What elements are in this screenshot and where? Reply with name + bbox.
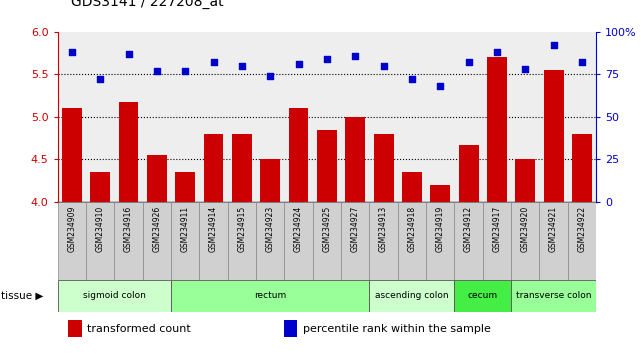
Text: transverse colon: transverse colon — [516, 291, 592, 300]
Bar — [313, 202, 341, 280]
Point — [237, 63, 247, 69]
Text: GSM234917: GSM234917 — [492, 206, 501, 252]
Point — [208, 59, 219, 65]
Bar — [426, 202, 454, 280]
Bar — [369, 280, 454, 312]
Text: GSM234924: GSM234924 — [294, 206, 303, 252]
Text: GSM234921: GSM234921 — [549, 206, 558, 252]
Bar — [459, 145, 479, 202]
Bar — [147, 155, 167, 202]
Bar — [544, 70, 563, 202]
Point — [577, 59, 587, 65]
Point — [378, 63, 388, 69]
Bar — [175, 172, 195, 202]
Bar — [58, 202, 86, 280]
Bar — [199, 202, 228, 280]
Bar — [540, 202, 568, 280]
Bar — [345, 117, 365, 202]
Point — [180, 68, 190, 74]
Bar — [285, 202, 313, 280]
Bar — [341, 202, 369, 280]
Text: GDS3141 / 227208_at: GDS3141 / 227208_at — [71, 0, 223, 9]
Text: rectum: rectum — [254, 291, 287, 300]
Bar — [572, 134, 592, 202]
Text: GSM234912: GSM234912 — [464, 206, 473, 252]
Text: GSM234916: GSM234916 — [124, 206, 133, 252]
Text: transformed count: transformed count — [87, 324, 191, 333]
Text: GSM234915: GSM234915 — [237, 206, 246, 252]
Point — [549, 42, 559, 48]
Text: GSM234925: GSM234925 — [322, 206, 331, 252]
Text: GSM234918: GSM234918 — [408, 206, 417, 252]
Bar — [119, 102, 138, 202]
Point — [67, 50, 77, 55]
Text: GSM234914: GSM234914 — [209, 206, 218, 252]
Point — [350, 53, 360, 58]
Bar — [58, 280, 171, 312]
Point — [492, 50, 502, 55]
Bar — [86, 202, 114, 280]
Text: GSM234919: GSM234919 — [436, 206, 445, 252]
Text: GSM234911: GSM234911 — [181, 206, 190, 252]
Bar — [232, 134, 252, 202]
Point — [124, 51, 134, 57]
Text: GSM234926: GSM234926 — [153, 206, 162, 252]
Bar — [69, 320, 82, 337]
Bar — [228, 202, 256, 280]
Point — [152, 68, 162, 74]
Text: cecum: cecum — [468, 291, 498, 300]
Bar — [430, 185, 450, 202]
Point — [322, 56, 332, 62]
Point — [520, 67, 530, 72]
Point — [435, 84, 445, 89]
Bar — [171, 280, 369, 312]
Text: sigmoid colon: sigmoid colon — [83, 291, 146, 300]
Bar — [317, 130, 337, 202]
Bar — [515, 159, 535, 202]
Bar — [260, 159, 280, 202]
Bar — [284, 320, 297, 337]
Bar — [568, 202, 596, 280]
Text: GSM234922: GSM234922 — [578, 206, 587, 252]
Bar — [369, 202, 398, 280]
Bar — [256, 202, 285, 280]
Bar — [143, 202, 171, 280]
Text: ascending colon: ascending colon — [375, 291, 449, 300]
Text: GSM234910: GSM234910 — [96, 206, 104, 252]
Point — [463, 59, 474, 65]
Point — [407, 76, 417, 82]
Point — [265, 73, 276, 79]
Bar — [90, 172, 110, 202]
Bar — [511, 280, 596, 312]
Bar — [288, 108, 308, 202]
Bar — [402, 172, 422, 202]
Text: GSM234923: GSM234923 — [266, 206, 275, 252]
Text: percentile rank within the sample: percentile rank within the sample — [303, 324, 490, 333]
Bar — [374, 134, 394, 202]
Bar — [398, 202, 426, 280]
Bar — [454, 280, 511, 312]
Bar — [204, 134, 224, 202]
Text: GSM234913: GSM234913 — [379, 206, 388, 252]
Bar — [483, 202, 511, 280]
Bar — [171, 202, 199, 280]
Point — [294, 61, 304, 67]
Bar — [114, 202, 143, 280]
Bar — [62, 108, 82, 202]
Bar — [487, 57, 507, 202]
Bar — [511, 202, 540, 280]
Text: GSM234927: GSM234927 — [351, 206, 360, 252]
Text: GSM234909: GSM234909 — [67, 206, 76, 252]
Text: tissue ▶: tissue ▶ — [1, 291, 43, 301]
Bar — [454, 202, 483, 280]
Point — [95, 76, 105, 82]
Text: GSM234920: GSM234920 — [520, 206, 529, 252]
